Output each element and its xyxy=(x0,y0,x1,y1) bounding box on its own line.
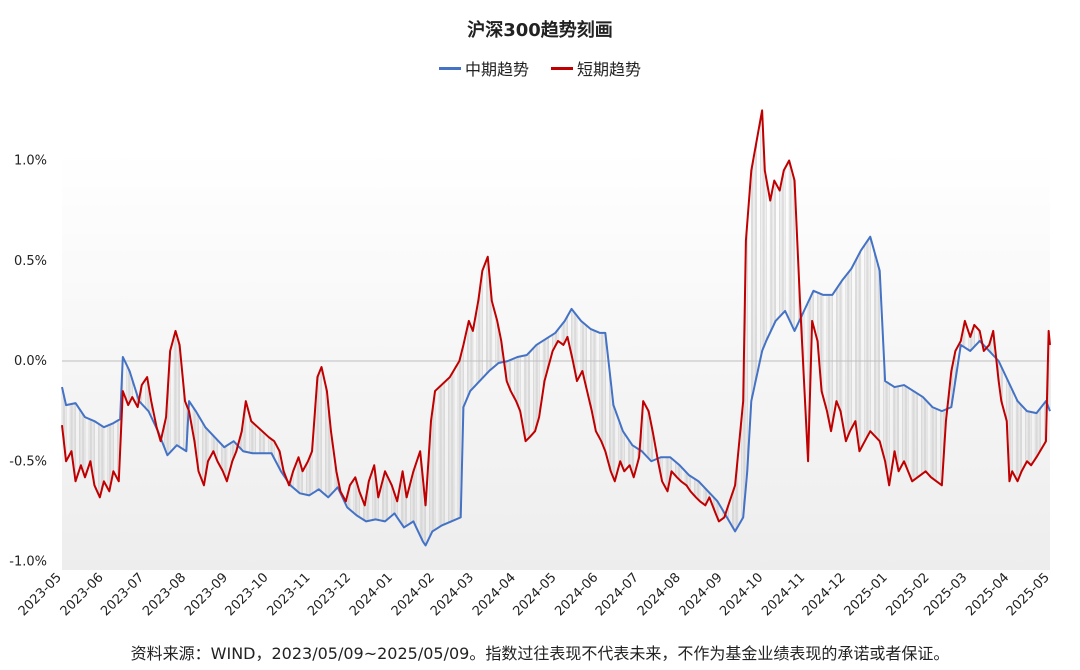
x-tick-label: 2024-03 xyxy=(428,570,477,619)
x-tick-label: 2023-11 xyxy=(264,570,313,619)
legend-item-mid-trend: 中期趋势 xyxy=(438,56,529,80)
x-tick-label: 2023-08 xyxy=(140,570,189,619)
x-tick-label: 2024-08 xyxy=(635,570,684,619)
y-tick-label: 0.0% xyxy=(14,354,47,369)
chart-legend: 中期趋势 短期趋势 xyxy=(0,56,1080,80)
legend-swatch-mid-trend xyxy=(438,66,461,70)
x-tick-label: 2024-10 xyxy=(717,570,766,619)
y-axis-ticks: 1.0% 0.5% 0.0% -0.5% -1.0% xyxy=(9,154,47,570)
x-tick-label: 2023-12 xyxy=(305,570,354,619)
x-tick-label: 2024-05 xyxy=(510,570,559,619)
x-tick-label: 2024-11 xyxy=(759,570,808,619)
x-tick-label: 2023-07 xyxy=(98,570,147,619)
y-tick-label: 0.5% xyxy=(14,254,47,269)
y-tick-label: -1.0% xyxy=(9,555,47,570)
x-tick-label: 2023-06 xyxy=(58,570,107,619)
series-lines xyxy=(61,109,1051,547)
y-tick-label: 1.0% xyxy=(14,154,47,169)
plot-background xyxy=(62,150,1050,570)
legend-item-short-trend: 短期趋势 xyxy=(551,56,641,80)
x-axis-ticks: 2023-052023-062023-072023-082023-092023-… xyxy=(16,570,1053,619)
series-line-mid-trend xyxy=(61,235,1051,547)
source-footnote: 资料来源：WIND，2023/05/09~2025/05/09。指数过往表现不代… xyxy=(130,644,950,663)
x-tick-label: 2023-05 xyxy=(16,570,65,619)
series-line-short-trend xyxy=(61,109,1051,523)
x-tick-label: 2025-04 xyxy=(963,570,1012,619)
legend-swatch-short-trend xyxy=(551,66,573,70)
x-tick-label: 2024-04 xyxy=(470,570,519,619)
legend-label-short-trend: 短期趋势 xyxy=(577,60,642,79)
x-tick-label: 2024-06 xyxy=(552,570,601,619)
legend-label-mid-trend: 中期趋势 xyxy=(464,60,529,79)
x-tick-label: 2024-07 xyxy=(593,570,642,619)
x-tick-label: 2024-09 xyxy=(677,570,726,619)
y-tick-label: -0.5% xyxy=(9,454,47,469)
x-tick-label: 2023-09 xyxy=(182,570,231,619)
x-tick-label: 2024-12 xyxy=(800,570,849,619)
chart-title: 沪深300趋势刻画 xyxy=(467,20,613,41)
x-tick-label: 2024-01 xyxy=(347,570,396,619)
x-tick-label: 2025-05 xyxy=(1004,570,1053,619)
difference-fill-lines xyxy=(61,110,1051,546)
x-tick-label: 2025-01 xyxy=(842,570,891,619)
x-tick-label: 2023-10 xyxy=(223,570,272,619)
trend-chart: 1.0%0.5%0.0%-0.5%-1.0% 2023-052023-06202… xyxy=(9,109,1053,619)
